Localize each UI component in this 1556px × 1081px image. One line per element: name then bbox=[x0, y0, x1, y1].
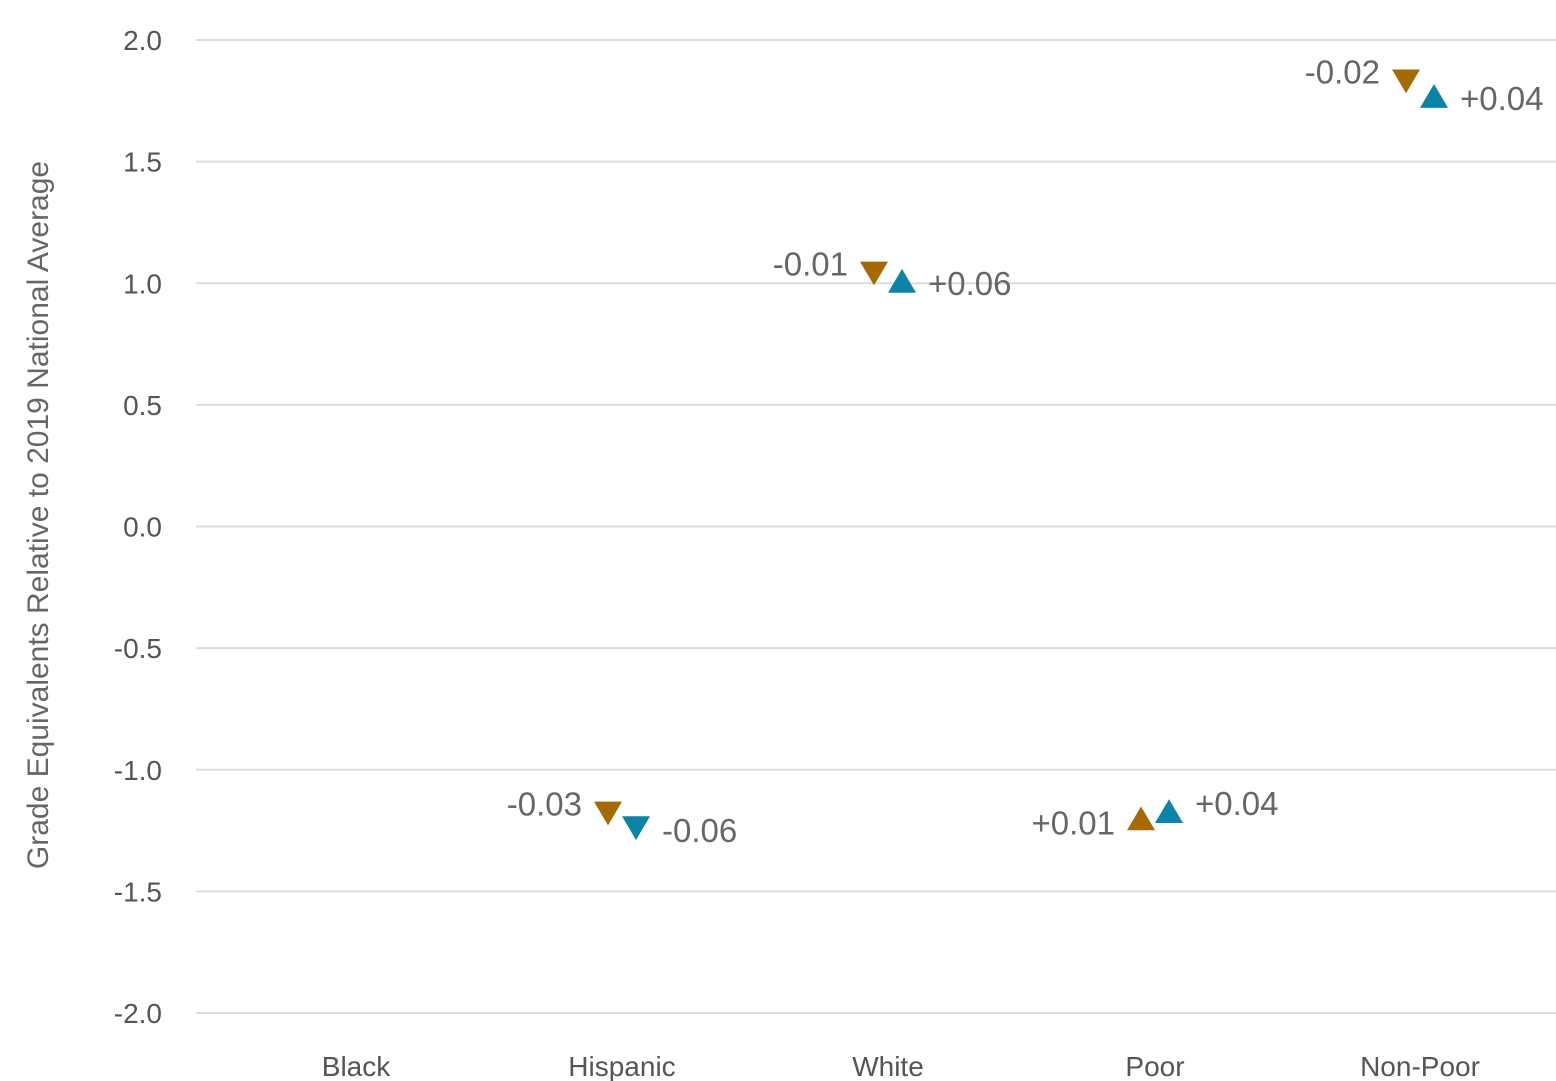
data-labels: -0.03 -0.01 +0.01 -0.02 -0.06 +0.06 +0.04 +0.04 bbox=[507, 53, 1544, 849]
category-label: Hispanic bbox=[568, 1051, 675, 1081]
category-label: Non-Poor bbox=[1360, 1051, 1480, 1081]
y-tick-labels: 2.0 1.5 1.0 0.5 0.0 -0.5 -1.0 -1.5 -2.0 bbox=[114, 25, 162, 1029]
data-marker bbox=[1155, 799, 1183, 824]
data-marker bbox=[1420, 84, 1448, 108]
category-label: White bbox=[852, 1051, 924, 1081]
category-labels: Black Hispanic White Poor Non-Poor bbox=[322, 1051, 1480, 1081]
category-label: Black bbox=[322, 1051, 391, 1081]
y-tick-label: -2.0 bbox=[114, 998, 162, 1029]
y-tick-label: 2.0 bbox=[123, 25, 162, 56]
category-label: Poor bbox=[1125, 1051, 1184, 1081]
y-tick-label: 0.0 bbox=[123, 512, 162, 543]
y-axis-title: Grade Equivalents Relative to 2019 Natio… bbox=[22, 161, 55, 869]
gridlines bbox=[196, 39, 1556, 1014]
y-tick-label: 1.0 bbox=[123, 268, 162, 299]
data-marker bbox=[888, 268, 916, 293]
data-label: +0.04 bbox=[1460, 80, 1544, 117]
y-tick-label: -1.0 bbox=[114, 755, 162, 786]
data-label: -0.01 bbox=[773, 246, 848, 283]
data-marker bbox=[594, 801, 622, 826]
data-label: +0.06 bbox=[928, 265, 1012, 302]
data-marker bbox=[860, 261, 888, 286]
y-tick-label: 1.5 bbox=[123, 147, 162, 178]
data-marker bbox=[1127, 806, 1155, 831]
data-label: -0.03 bbox=[507, 786, 582, 823]
data-label: +0.01 bbox=[1032, 804, 1116, 841]
y-tick-label: 0.5 bbox=[123, 390, 162, 421]
data-markers bbox=[594, 69, 1448, 841]
y-tick-label: -1.5 bbox=[114, 876, 162, 907]
data-label: -0.06 bbox=[662, 812, 737, 849]
data-label: -0.02 bbox=[1305, 53, 1380, 90]
data-marker bbox=[622, 816, 650, 841]
data-marker bbox=[1392, 69, 1420, 94]
data-label: +0.04 bbox=[1195, 785, 1279, 822]
y-tick-label: -0.5 bbox=[114, 633, 162, 664]
